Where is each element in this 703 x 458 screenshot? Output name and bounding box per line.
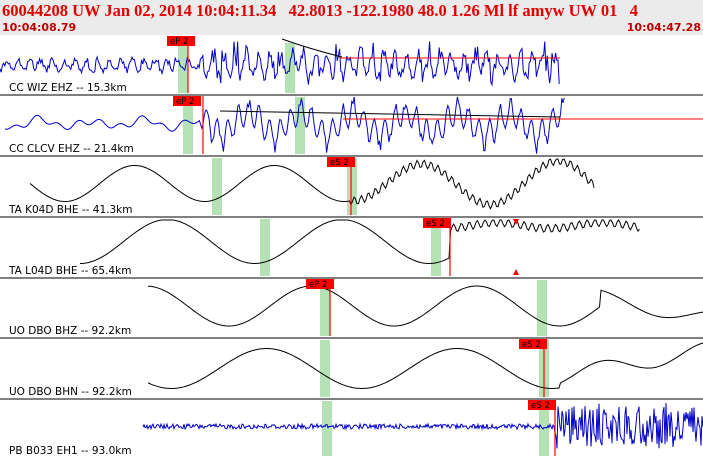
- trace-label: CC CLCV EHZ -- 21.4km: [9, 143, 134, 155]
- triangle-marker-icon: [513, 219, 519, 225]
- phase-pick-marker[interactable]: eS 2: [528, 400, 556, 456]
- pick-label: eP 2: [170, 37, 188, 47]
- trace-label: TA L04D BHE -- 65.4km: [8, 265, 131, 277]
- pick-label: eP 2: [309, 280, 327, 290]
- pick-label: eS 2: [330, 158, 349, 168]
- trace-label: PB B033 EH1 -- 93.0km: [9, 445, 132, 457]
- waveform-trace[interactable]: [147, 342, 703, 389]
- trace-label: UO DBO BHZ -- 92.2km: [9, 325, 131, 337]
- pick-window: [322, 401, 332, 456]
- waveform-trace[interactable]: [142, 402, 703, 449]
- event-title: 60044208 UW Jan 02, 2014 10:04:11.34 42.…: [2, 1, 639, 20]
- trace-label: TA K04D BHE -- 41.3km: [8, 204, 132, 216]
- triangle-marker-icon: [513, 269, 519, 275]
- waveform-trace[interactable]: [147, 285, 703, 327]
- pick-label: eS 2: [426, 219, 445, 229]
- pick-window: [431, 219, 441, 276]
- amplitude-fit-line: [281, 38, 343, 58]
- phase-pick-marker[interactable]: eP 2: [173, 96, 204, 154]
- waveform-trace[interactable]: [0, 41, 560, 87]
- pick-window: [295, 97, 305, 154]
- event-header: 60044208 UW Jan 02, 2014 10:04:11.34 42.…: [0, 0, 703, 35]
- waveform-trace[interactable]: [80, 219, 640, 264]
- pick-label: eS 2: [531, 401, 550, 411]
- pick-window: [260, 219, 270, 276]
- pick-window: [537, 280, 547, 336]
- end-time: 10:04:47.28: [626, 21, 701, 34]
- pick-window: [183, 97, 193, 154]
- pick-window: [320, 280, 330, 336]
- phase-pick-marker[interactable]: eS 2: [519, 339, 547, 397]
- phase-pick-marker[interactable]: eP 2: [167, 36, 195, 93]
- pick-label: eS 2: [522, 340, 541, 350]
- waveform-canvas[interactable]: eP 2 eP 2 eS 2 eS 2 eP 2 eS 2 eS 2 CC WIZ EHZ …: [0, 35, 703, 458]
- pick-window: [347, 158, 357, 215]
- trace-label: CC WIZ EHZ -- 15.3km: [9, 82, 127, 94]
- phase-pick-marker[interactable]: eP 2: [306, 279, 334, 336]
- pick-label: eP 2: [176, 97, 194, 107]
- start-time: 10:04:08.79: [2, 21, 77, 34]
- waveform-trace[interactable]: [4, 96, 565, 154]
- waveform-panel[interactable]: eP 2 eP 2 eS 2 eS 2 eP 2 eS 2 eS 2 CC WIZ EHZ …: [0, 35, 703, 458]
- amplitude-fit-line: [219, 110, 561, 118]
- pick-window: [212, 158, 222, 215]
- pick-window: [320, 340, 330, 397]
- waveform-trace[interactable]: [29, 158, 595, 210]
- phase-pick-marker[interactable]: eS 2: [327, 157, 355, 215]
- trace-label: UO DBO BHN -- 92.2km: [9, 386, 132, 398]
- phase-pick-marker[interactable]: eS 2: [423, 218, 451, 276]
